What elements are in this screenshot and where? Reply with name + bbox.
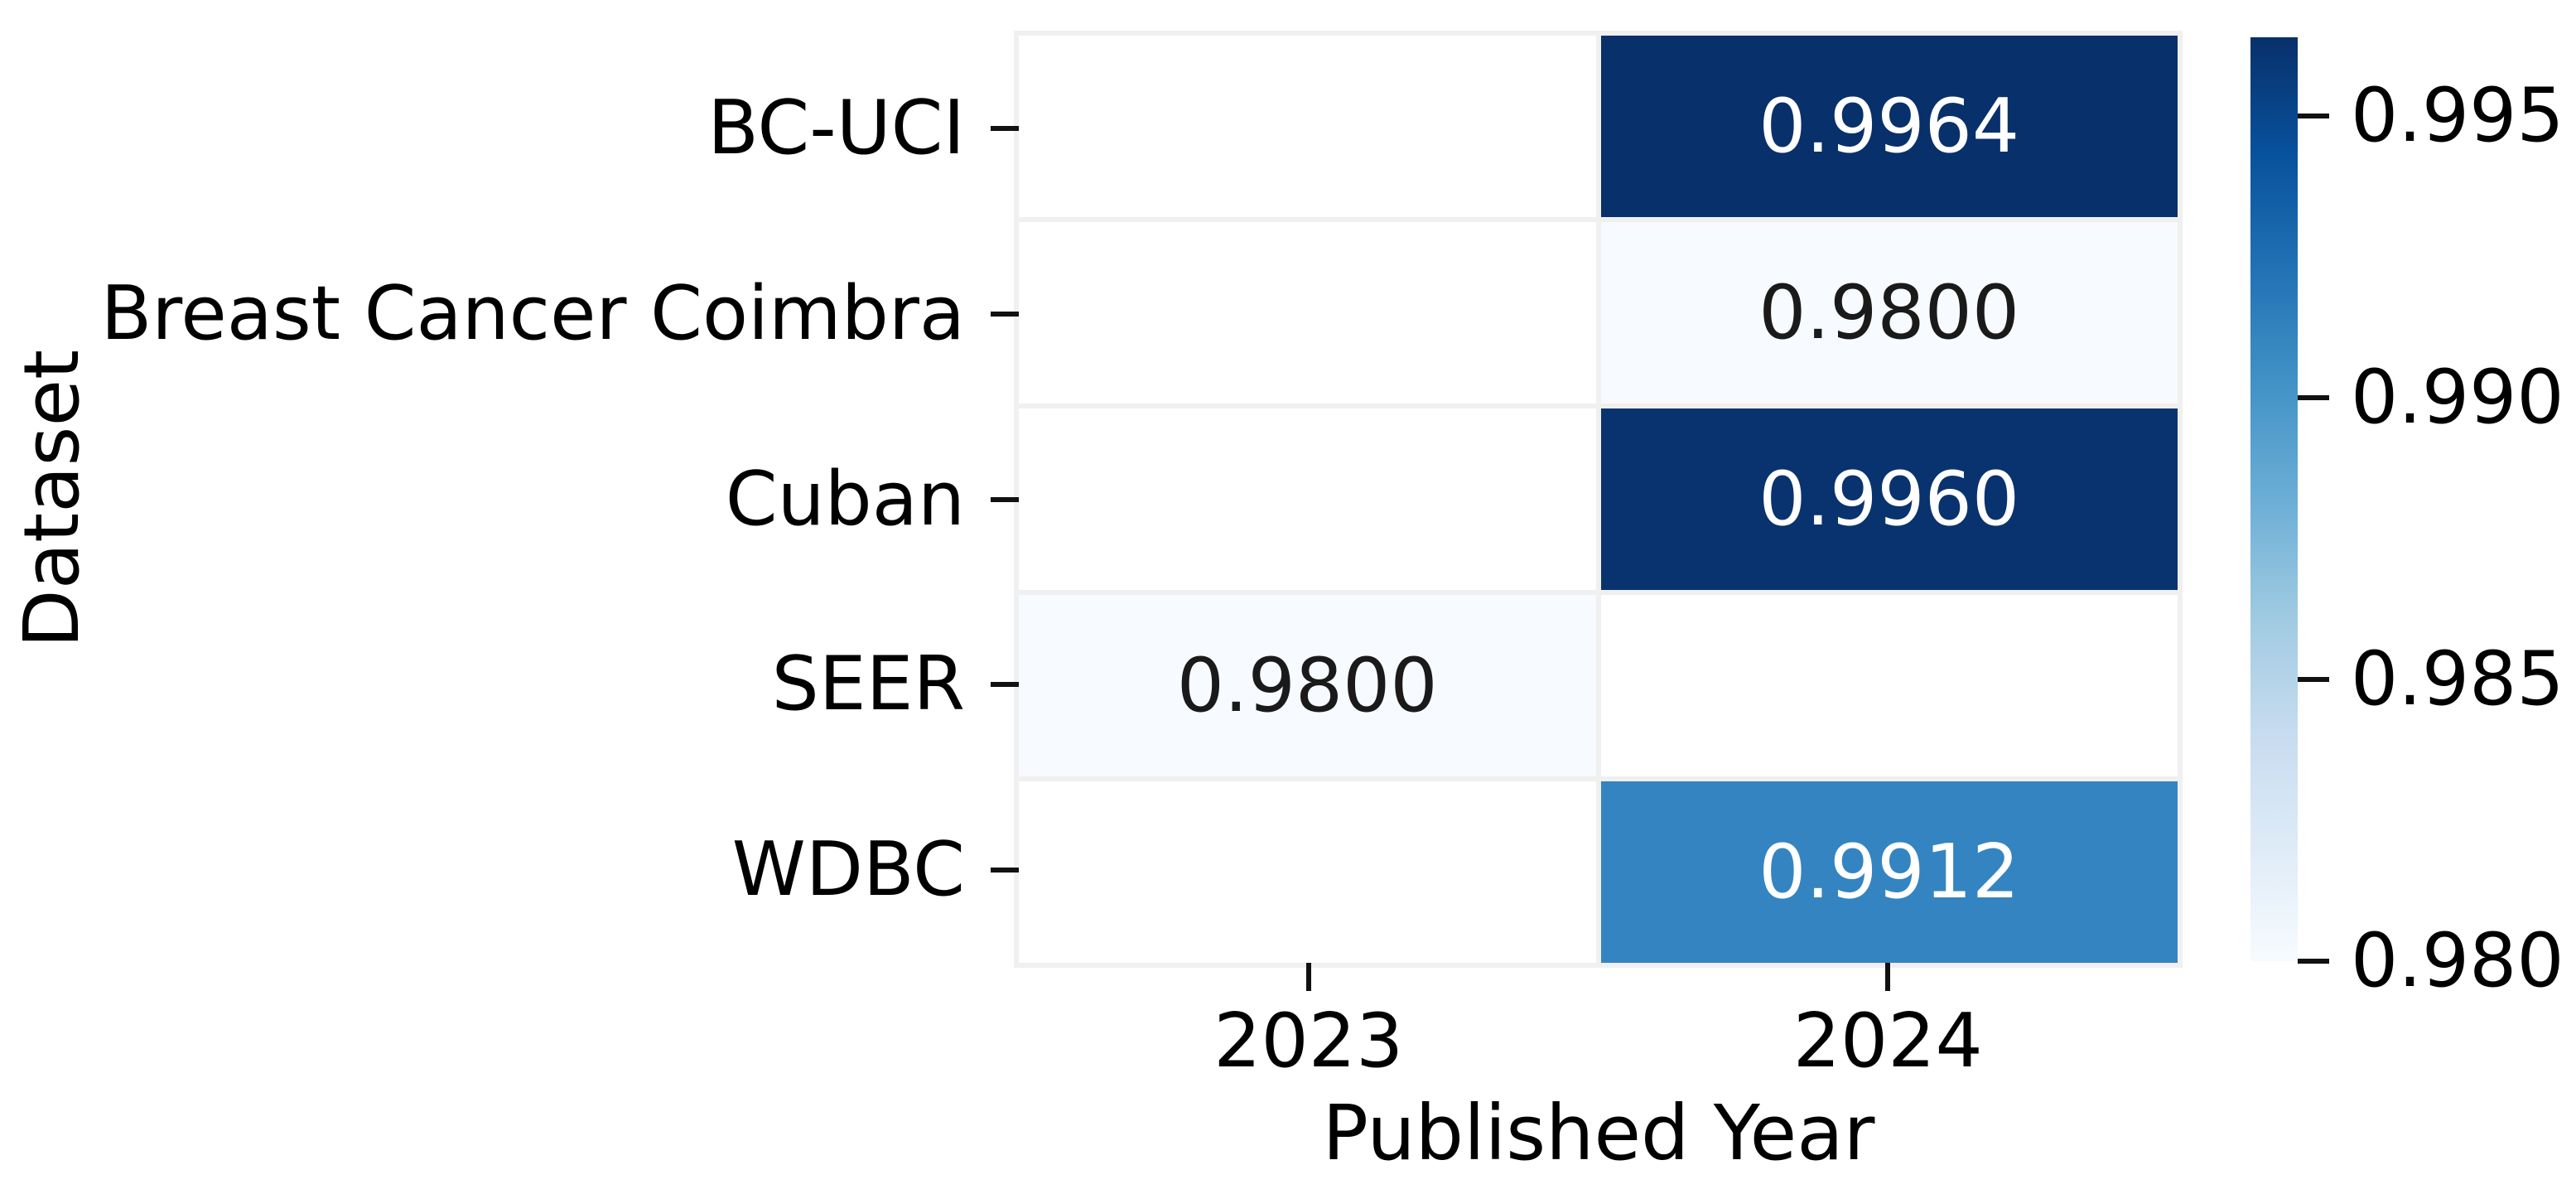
x-axis-title: Published Year: [1322, 1089, 1875, 1177]
heatmap-cell-empty: [1019, 408, 1596, 590]
heatmap-grid: 0.9964 0.9800 0.9960 0.9800 0.9912: [1014, 31, 2183, 968]
heatmap-cell: 0.9800: [1019, 595, 1596, 776]
heatmap-cell-empty: [1600, 595, 2178, 776]
y-tick-label: BC-UCI: [707, 84, 965, 172]
colorbar-tick-mark: [2298, 677, 2329, 683]
x-tick-mark: [1885, 963, 1891, 991]
y-tick-mark: [991, 868, 1019, 873]
colorbar-tick-mark: [2298, 959, 2329, 964]
x-tick-label: 2023: [1213, 998, 1404, 1085]
heatmap-cell-empty: [1019, 222, 1596, 404]
y-tick-label: WDBC: [731, 826, 965, 914]
colorbar-gradient: [2250, 37, 2298, 961]
x-tick-label: 2024: [1792, 998, 1983, 1085]
heatmap-cell-empty: [1019, 36, 1596, 217]
y-tick-label: SEER: [771, 641, 965, 728]
x-tick-mark: [1305, 963, 1311, 991]
heatmap-cell-empty: [1019, 781, 1596, 963]
y-tick-mark: [991, 125, 1019, 131]
heatmap-cell: 0.9964: [1600, 36, 2178, 217]
heatmap-cell: 0.9800: [1600, 222, 2178, 404]
y-tick-mark: [991, 682, 1019, 688]
heatmap-cell: 0.9960: [1600, 408, 2178, 590]
y-tick-mark: [991, 496, 1019, 502]
y-tick-label: Cuban: [725, 455, 965, 543]
y-tick-mark: [991, 311, 1019, 317]
colorbar-tick-mark: [2298, 395, 2329, 401]
colorbar-tick-label: 0.980: [2351, 917, 2564, 1004]
y-tick-label: Breast Cancer Coimbra: [100, 269, 965, 357]
colorbar-tick-label: 0.985: [2351, 636, 2564, 723]
colorbar-tick-mark: [2298, 114, 2329, 119]
colorbar-tick-label: 0.995: [2351, 72, 2564, 160]
heatmap-cell: 0.9912: [1600, 781, 2178, 963]
colorbar-tick-label: 0.990: [2351, 354, 2564, 442]
